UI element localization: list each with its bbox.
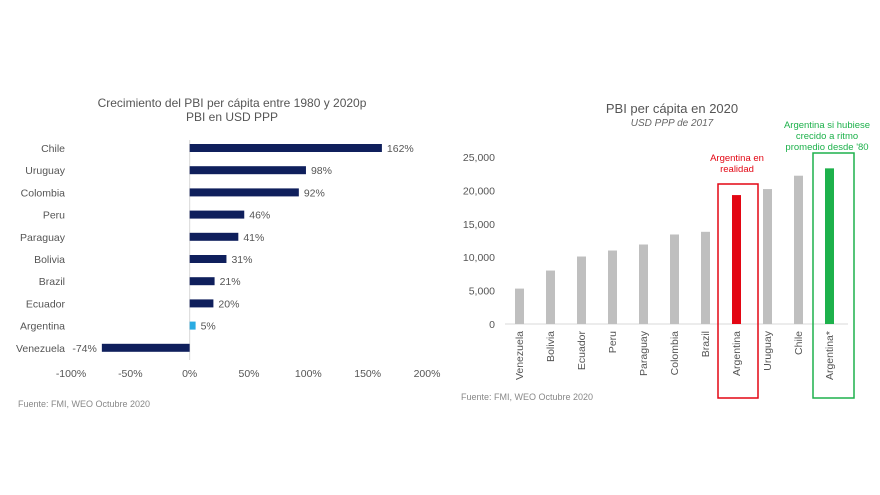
annotation-argentina-hypothetical: Argentina si hubiese crecido a ritmo prome… <box>784 120 870 153</box>
left-chart: Crecimiento del PBI per cápita entre 198… <box>16 96 440 409</box>
annotation-argentina-actual: Argentina en realidad <box>710 153 764 175</box>
right-category-bolivia: Bolivia <box>545 331 557 362</box>
argentina-actual-frame <box>717 183 759 399</box>
left-bar-chile <box>189 144 382 152</box>
right-y-tick-label: 20,000 <box>463 185 495 197</box>
left-category-colombia: Colombia <box>21 187 66 199</box>
left-value-label-brazil: 21% <box>220 276 241 288</box>
right-category-colombia: Colombia <box>669 331 681 376</box>
right-category-brazil: Brazil <box>700 331 712 357</box>
left-category-peru: Peru <box>43 210 65 222</box>
right-chart-subtitle: USD PPP de 2017 <box>631 118 714 129</box>
left-category-brazil: Brazil <box>39 276 65 288</box>
right-category-paraguay: Paraguay <box>638 330 650 376</box>
left-value-label-peru: 46% <box>249 210 270 222</box>
right-bar-venezuela <box>515 288 524 324</box>
left-category-ecuador: Ecuador <box>26 298 66 310</box>
right-category-argentina: Argentina <box>731 331 743 376</box>
left-bar-peru <box>189 210 245 219</box>
left-bar-bolivia <box>189 255 227 263</box>
left-value-label-colombia: 92% <box>304 187 325 199</box>
right-category-argentina-hypothetical: Argentina* <box>824 331 836 380</box>
right-bar-argentina-hypothetical <box>825 168 834 324</box>
right-category-chile: Chile <box>793 331 805 355</box>
right-source: Fuente: FMI, WEO Octubre 2020 <box>461 392 593 402</box>
left-x-tick-label: 200% <box>414 368 441 380</box>
left-category-uruguay: Uruguay <box>25 165 65 177</box>
left-x-tick-label: 150% <box>354 368 381 380</box>
left-value-label-argentina: 5% <box>201 321 216 333</box>
left-value-label-uruguay: 98% <box>311 165 332 177</box>
left-bar-brazil <box>189 277 215 286</box>
left-x-tick-label: 100% <box>295 368 322 380</box>
left-category-paraguay: Paraguay <box>20 232 66 244</box>
left-x-tick-label: 50% <box>238 368 259 380</box>
left-category-venezuela: Venezuela <box>16 343 65 355</box>
right-bar-bolivia <box>546 270 555 324</box>
right-bar-chile <box>794 175 803 324</box>
right-y-tick-label: 15,000 <box>463 219 495 231</box>
right-bar-peru <box>608 250 617 324</box>
left-category-bolivia: Bolivia <box>34 254 65 266</box>
right-bar-ecuador <box>577 256 586 324</box>
right-bar-brazil <box>701 231 710 324</box>
left-bar-uruguay <box>189 166 306 175</box>
left-value-label-chile: 162% <box>387 143 414 155</box>
left-value-label-bolivia: 31% <box>231 254 252 266</box>
right-y-tick-label: 25,000 <box>463 152 495 164</box>
right-y-tick-label: 0 <box>489 319 495 331</box>
right-bar-uruguay <box>763 189 772 324</box>
left-category-argentina: Argentina <box>20 321 65 333</box>
left-x-tick-label: -100% <box>56 368 86 380</box>
left-bar-ecuador <box>189 299 214 308</box>
right-chart: PBI per cápita en 2020 USD PPP de 2017 0… <box>461 101 870 402</box>
left-bar-venezuela <box>101 343 190 352</box>
left-bar-colombia <box>189 188 299 197</box>
left-x-tick-label: -50% <box>118 368 143 380</box>
right-chart-title: PBI per cápita en 2020 <box>606 101 738 116</box>
left-category-chile: Chile <box>41 143 65 155</box>
left-bar-paraguay <box>189 232 239 241</box>
left-bar-argentina <box>189 321 196 330</box>
right-category-uruguay: Uruguay <box>762 330 774 370</box>
left-value-label-paraguay: 41% <box>243 232 264 244</box>
right-y-tick-label: 5,000 <box>469 286 495 298</box>
right-bar-colombia <box>670 234 679 324</box>
left-source: Fuente: FMI, WEO Octubre 2020 <box>18 399 150 409</box>
left-chart-title: Crecimiento del PBI per cápita entre 198… <box>98 96 367 110</box>
right-bar-argentina <box>732 195 741 324</box>
left-value-label-ecuador: 20% <box>218 298 239 310</box>
right-bar-paraguay <box>639 244 648 324</box>
right-category-peru: Peru <box>607 331 619 353</box>
right-y-tick-label: 10,000 <box>463 252 495 264</box>
left-value-label-venezuela: -74% <box>72 343 97 355</box>
left-x-tick-label: 0% <box>182 368 197 380</box>
right-category-venezuela: Venezuela <box>514 331 526 380</box>
right-category-ecuador: Ecuador <box>576 330 588 370</box>
left-chart-subtitle: PBI en USD PPP <box>186 110 278 124</box>
argentina-hypothetical-frame <box>812 152 855 399</box>
